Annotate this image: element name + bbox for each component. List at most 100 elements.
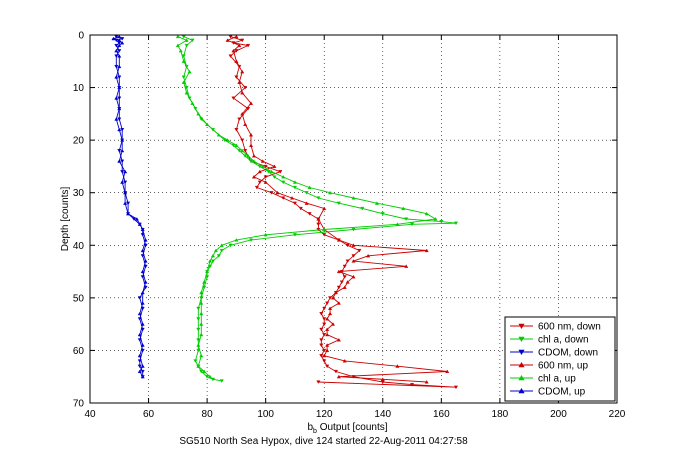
data-point: [225, 38, 230, 42]
series-layer: [111, 34, 459, 390]
data-point: [251, 153, 257, 158]
data-point: [424, 211, 429, 216]
tick-labels: 40 60 80 100 120 140 160 180 200 220 0 10 20 30 40 50 60…: [73, 31, 626, 421]
data-point: [175, 34, 180, 39]
data-point: [330, 322, 336, 326]
y-tick-label: 0: [78, 31, 84, 42]
data-point: [228, 243, 233, 248]
legend-marker: [518, 323, 525, 329]
data-point: [339, 280, 344, 285]
data-point: [380, 212, 385, 216]
data-point: [117, 75, 122, 79]
chart-caption: SG510 North Sea Hypox, dive 124 started …: [179, 436, 468, 447]
legend-marker: [518, 349, 525, 355]
data-point: [190, 38, 195, 43]
data-point: [248, 159, 254, 164]
data-point: [325, 301, 330, 306]
x-tick-label: 220: [609, 409, 626, 420]
data-point: [205, 122, 210, 126]
data-point: [140, 369, 145, 374]
data-point: [246, 153, 251, 158]
legend-label: CDOM, down: [538, 348, 598, 359]
data-point: [263, 164, 268, 169]
data-point: [325, 343, 330, 347]
data-point: [120, 159, 125, 164]
data-point: [137, 311, 142, 316]
data-point: [325, 348, 330, 352]
data-point: [190, 101, 195, 105]
data-point: [117, 54, 122, 58]
legend-marker: [518, 362, 525, 368]
y-axis-label: Depth [counts]: [60, 187, 71, 252]
data-point: [240, 111, 245, 116]
data-point: [231, 48, 236, 53]
data-point: [178, 48, 183, 53]
data-point: [322, 333, 327, 337]
data-point: [257, 169, 262, 174]
x-tick-label: 180: [492, 409, 509, 420]
data-point: [117, 64, 122, 69]
x-tick-label: 100: [257, 409, 274, 420]
series-line: [177, 36, 437, 378]
data-point: [357, 248, 362, 253]
data-point: [234, 143, 239, 147]
data-point: [143, 259, 148, 263]
data-point: [263, 175, 268, 179]
plot-frame: [89, 34, 618, 404]
legend-marker: [518, 336, 525, 342]
data-point: [137, 332, 142, 337]
data-point: [289, 196, 295, 200]
data-point: [205, 375, 210, 379]
data-point: [269, 191, 274, 195]
data-point: [117, 49, 122, 53]
data-point: [424, 380, 429, 384]
data-point: [328, 306, 333, 310]
data-point: [366, 253, 371, 258]
data-point: [137, 222, 142, 226]
data-point: [281, 180, 286, 185]
x-tick-label: 60: [143, 409, 155, 420]
series-4: [175, 34, 438, 379]
data-point: [395, 222, 400, 226]
data-point: [304, 191, 309, 195]
data-point: [120, 170, 125, 174]
data-point: [126, 201, 131, 206]
data-point: [292, 185, 297, 190]
data-point: [137, 364, 142, 369]
data-point: [123, 180, 128, 185]
data-point: [199, 290, 204, 295]
data-point: [114, 96, 119, 100]
data-point: [234, 238, 239, 242]
data-point: [292, 180, 297, 184]
data-point: [322, 206, 327, 211]
data-point: [322, 317, 327, 321]
data-point: [123, 201, 128, 205]
x-tick-label: 140: [374, 409, 391, 420]
data-point: [351, 227, 356, 232]
data-point: [225, 138, 230, 142]
legend-label: chl a, down: [538, 335, 589, 346]
data-point: [328, 190, 333, 195]
data-point: [336, 374, 341, 379]
data-point: [140, 343, 145, 347]
data-point: [234, 34, 239, 39]
data-point: [322, 306, 327, 311]
data-point: [251, 159, 257, 163]
data-point: [316, 380, 321, 384]
data-point: [319, 312, 324, 316]
data-point: [199, 301, 204, 305]
legend-entry: 600 nm, up: [510, 361, 588, 372]
data-point: [351, 243, 356, 247]
data-point: [374, 201, 379, 205]
series-5: [111, 34, 148, 379]
data-point: [410, 222, 415, 227]
data-point: [117, 149, 122, 153]
data-point: [316, 222, 321, 227]
data-point: [404, 217, 409, 221]
data-point: [143, 280, 148, 284]
data-point: [395, 364, 400, 368]
data-point: [263, 232, 268, 237]
data-point: [193, 359, 198, 363]
data-point: [360, 206, 365, 211]
